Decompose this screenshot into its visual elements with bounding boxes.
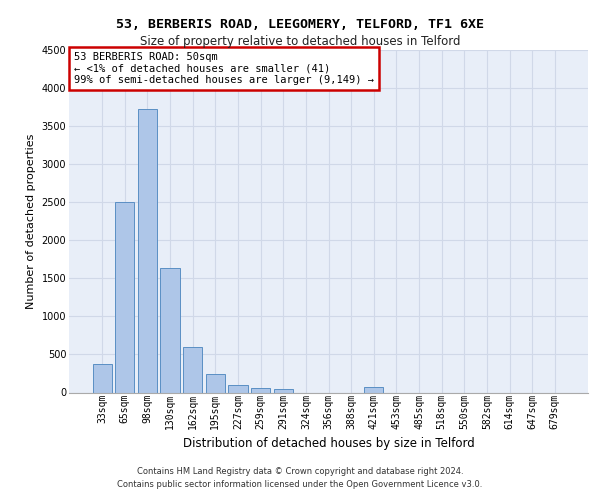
Text: 53 BERBERIS ROAD: 50sqm
← <1% of detached houses are smaller (41)
99% of semi-de: 53 BERBERIS ROAD: 50sqm ← <1% of detache…: [74, 52, 374, 85]
Y-axis label: Number of detached properties: Number of detached properties: [26, 134, 36, 309]
Bar: [92, 364, 112, 392]
Bar: [138, 109, 157, 393]
Text: Contains public sector information licensed under the Open Government Licence v3: Contains public sector information licen…: [118, 480, 482, 489]
Text: 53, BERBERIS ROAD, LEEGOMERY, TELFORD, TF1 6XE: 53, BERBERIS ROAD, LEEGOMERY, TELFORD, T…: [116, 18, 484, 30]
Text: Size of property relative to detached houses in Telford: Size of property relative to detached ho…: [140, 35, 460, 48]
Bar: [183, 347, 202, 393]
Text: Contains HM Land Registry data © Crown copyright and database right 2024.: Contains HM Land Registry data © Crown c…: [137, 467, 463, 476]
Bar: [364, 387, 383, 392]
Bar: [274, 388, 293, 392]
Bar: [251, 388, 270, 392]
Bar: [206, 374, 225, 392]
Bar: [115, 202, 134, 392]
Bar: [160, 268, 180, 392]
Bar: [229, 385, 248, 392]
X-axis label: Distribution of detached houses by size in Telford: Distribution of detached houses by size …: [182, 438, 475, 450]
